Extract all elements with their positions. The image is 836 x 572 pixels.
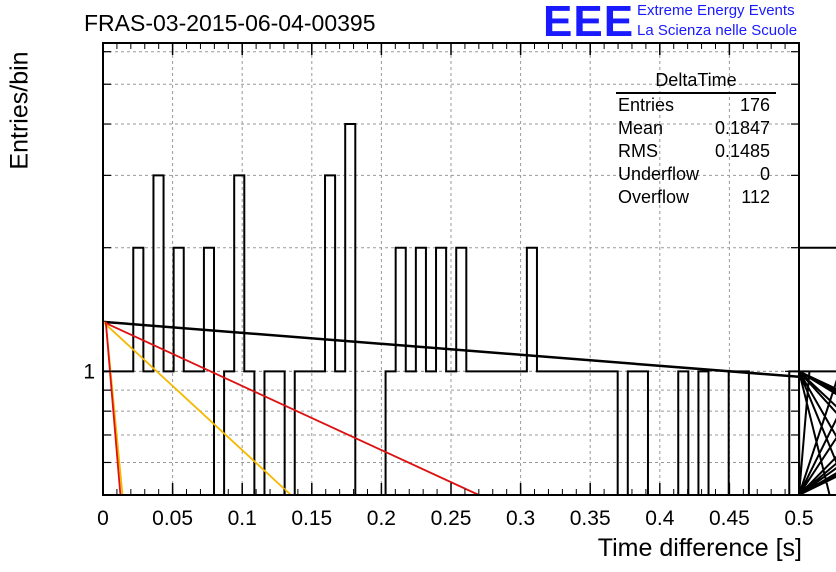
- stats-value: 0: [759, 164, 770, 184]
- histogram-bin: [325, 175, 335, 495]
- stats-label: Entries: [618, 95, 675, 115]
- stats-row: RMS 0.1485: [608, 140, 776, 163]
- axis-ticks: 0 0.05 0.1 0.15 0.2 0.25 0.3 0.35 0.4 0.45 0.5 1: [83, 43, 814, 530]
- x-tick-label: 0.15: [291, 507, 332, 530]
- chart-title: FRAS-03-2015-06-04-00395: [84, 10, 376, 36]
- stats-value: 176: [739, 95, 770, 115]
- y-tick-label: 1: [83, 360, 95, 383]
- x-axis-label: Time difference [s]: [597, 534, 802, 562]
- x-tick-label: 0.2: [367, 507, 396, 530]
- stats-row: Entries 176: [608, 94, 776, 117]
- x-tick-label: 0.45: [709, 507, 750, 530]
- x-tick-label: 0.35: [570, 507, 611, 530]
- fit-line-orange: [102, 321, 292, 496]
- stats-value: 0.1847: [714, 118, 770, 138]
- stats-title: DeltaTime: [616, 70, 776, 94]
- histogram-bin: [345, 124, 355, 495]
- x-tick-label: 0.4: [645, 507, 675, 530]
- fit-line-red-steep: [104, 321, 122, 496]
- stats-box: DeltaTime Entries 176 Mean 0.1847 RMS 0.148…: [608, 70, 776, 209]
- logo-line-1: Extreme Energy Events: [637, 2, 795, 19]
- x-tick-label: 0.05: [152, 507, 193, 530]
- x-tick-label: 0.3: [506, 507, 535, 530]
- fit-line-black: [102, 320, 800, 379]
- stats-row: Mean 0.1847: [608, 117, 776, 140]
- stats-row: Overflow 112: [608, 186, 776, 209]
- x-tick-label: 0: [97, 507, 109, 530]
- stats-label: Mean: [618, 118, 664, 138]
- x-tick-label: 0.1: [228, 507, 257, 530]
- stats-row: Underflow 0: [608, 163, 776, 186]
- eee-logo: EEE: [543, 0, 635, 46]
- stats-label: Underflow: [618, 164, 700, 184]
- logo-line-2: La Scienza nelle Scuole: [637, 22, 798, 39]
- x-tick-label: 0.25: [431, 507, 472, 530]
- fit-lines: [102, 320, 800, 496]
- histogram-bin: [153, 175, 163, 495]
- stats-label: RMS: [618, 141, 658, 161]
- stats-label: Overflow: [618, 187, 690, 207]
- fit-line-red: [102, 321, 480, 496]
- y-axis-label: Entries/bin: [5, 51, 34, 170]
- stats-value: 0.1485: [714, 141, 770, 161]
- stats-value: 112: [741, 187, 770, 207]
- x-tick-label: 0.5: [784, 507, 813, 530]
